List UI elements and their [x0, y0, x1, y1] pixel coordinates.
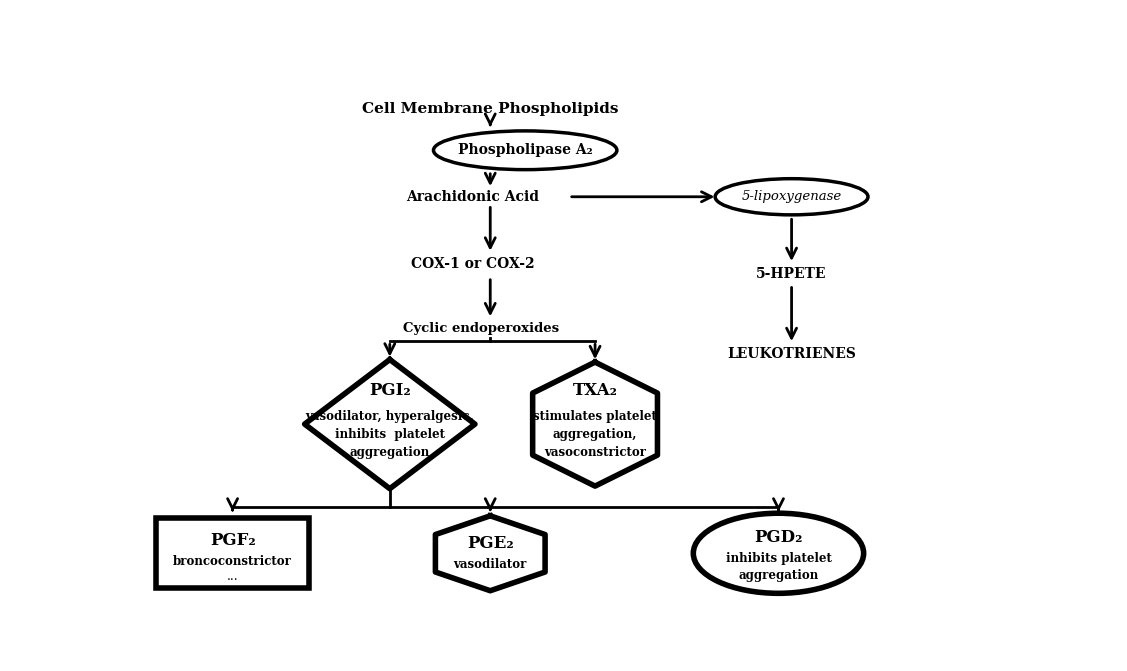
Text: vasodilator: vasodilator [453, 558, 527, 571]
Text: aggregation,: aggregation, [553, 428, 637, 441]
Text: vasoconstrictor: vasoconstrictor [544, 446, 646, 459]
Text: aggregation: aggregation [349, 446, 429, 459]
Text: ...: ... [227, 570, 239, 583]
Text: COX-1 or COX-2: COX-1 or COX-2 [411, 257, 534, 271]
Text: aggregation: aggregation [738, 569, 818, 582]
Text: inhibits platelet: inhibits platelet [726, 552, 832, 565]
Text: PGI₂: PGI₂ [369, 382, 410, 399]
Text: 5-HPETE: 5-HPETE [756, 267, 827, 281]
Text: 5-lipoxygenase: 5-lipoxygenase [742, 191, 842, 203]
Text: Cyclic endoperoxides: Cyclic endoperoxides [403, 322, 560, 335]
Text: broncoconstrictor: broncoconstrictor [174, 554, 292, 568]
Text: PGF₂: PGF₂ [210, 532, 256, 549]
Text: LEUKOTRIENES: LEUKOTRIENES [727, 348, 857, 362]
Text: PGD₂: PGD₂ [754, 529, 802, 546]
Text: inhibits  platelet: inhibits platelet [335, 428, 445, 441]
Text: TXA₂: TXA₂ [573, 382, 618, 399]
Bar [157, 519, 309, 588]
Text: Phospholipase A₂: Phospholipase A₂ [458, 144, 593, 157]
Text: PGE₂: PGE₂ [467, 535, 514, 552]
Text: vasodilator, hyperalgesic,: vasodilator, hyperalgesic, [305, 410, 474, 423]
Text: stimulates platelet: stimulates platelet [533, 410, 657, 423]
Text: Arachidonic Acid: Arachidonic Acid [406, 190, 540, 204]
Text: Cell Membrane Phospholipids: Cell Membrane Phospholipids [362, 102, 619, 116]
